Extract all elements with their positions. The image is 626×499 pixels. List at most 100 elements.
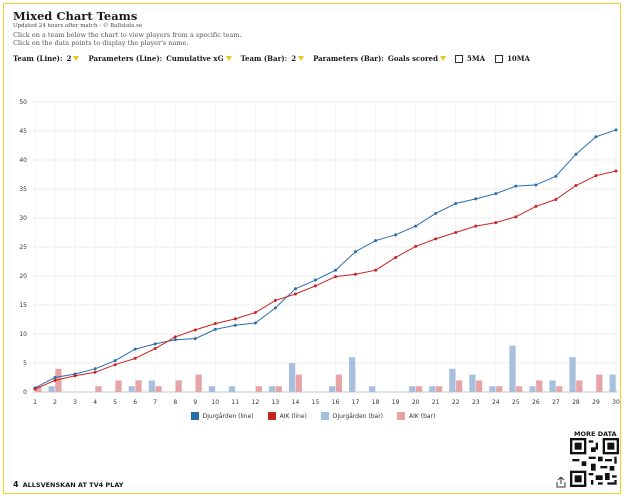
bar-aik [476,380,483,392]
bar-aik [496,386,503,392]
data-point-djurgarden[interactable] [334,268,338,272]
data-point-aik[interactable] [374,268,378,272]
data-point-djurgarden[interactable] [534,183,538,187]
team-bar-select[interactable]: Team (Bar): 2 [241,54,305,63]
dropdown-arrow-icon [225,56,232,61]
ma10-checkbox[interactable]: 10MA [495,54,530,63]
brand-link[interactable]: 4 ALLSVENSKAN AT TV4 PLAY [13,480,123,489]
legend-item-djurgarden-bar[interactable]: Djurgården (bar) [320,412,383,420]
dropdown-arrow-icon [73,56,80,61]
data-point-aik[interactable] [153,347,157,350]
legend-item-aik-bar[interactable]: AIK (bar) [397,412,435,420]
legend-item-aik-line[interactable]: AIK (line) [267,412,307,420]
data-point-aik[interactable] [414,244,418,248]
x-tick-label: 5 [113,399,117,406]
data-point-aik[interactable] [334,275,338,279]
data-point-djurgarden[interactable] [614,128,618,132]
data-point-aik[interactable] [394,255,398,259]
data-point-djurgarden[interactable] [454,202,458,205]
y-tick-label: 35 [19,186,27,193]
data-point-aik[interactable] [253,311,257,315]
data-point-djurgarden[interactable] [113,359,117,363]
data-point-aik[interactable] [554,197,558,201]
data-point-djurgarden[interactable] [374,239,378,243]
data-point-djurgarden[interactable] [273,306,277,310]
data-point-aik[interactable] [53,378,57,382]
bar-djurgarden [208,386,216,392]
data-point-djurgarden[interactable] [354,250,358,254]
update-note: Updated 24 hours after match - © Ballsta… [13,23,143,29]
data-point-aik[interactable] [434,237,438,241]
bar-djurgarden [529,386,536,392]
x-tick-label: 16 [332,399,340,406]
legend-swatch [267,412,276,420]
data-point-djurgarden[interactable] [293,287,297,291]
data-point-aik[interactable] [133,356,137,360]
data-point-djurgarden[interactable] [514,184,518,188]
data-point-djurgarden[interactable] [233,323,237,327]
data-point-djurgarden[interactable] [554,174,558,178]
x-tick-label: 13 [272,399,280,406]
bar-aik [536,380,543,392]
data-point-aik[interactable] [594,174,598,178]
data-point-djurgarden[interactable] [394,233,398,237]
data-point-djurgarden[interactable] [414,224,418,228]
x-tick-label: 12 [252,399,260,406]
data-point-djurgarden[interactable] [474,197,478,201]
data-point-aik[interactable] [33,387,37,391]
chart-frame [3,3,621,494]
x-tick-label: 2 [53,399,57,406]
legend-swatch [320,412,329,420]
data-point-aik[interactable] [534,204,538,208]
param-bar-select[interactable]: Parameters (Bar): Goals scored [313,54,446,63]
data-point-djurgarden[interactable] [173,338,177,342]
data-point-aik[interactable] [313,284,317,288]
data-point-aik[interactable] [454,231,458,234]
data-point-djurgarden[interactable] [93,367,97,371]
series-line-aik [34,170,617,390]
y-tick-label: 40 [19,157,27,164]
data-point-aik[interactable] [233,317,237,321]
data-point-djurgarden[interactable] [594,135,598,139]
data-point-aik[interactable] [614,169,618,173]
data-point-aik[interactable] [213,322,217,326]
data-point-aik[interactable] [273,298,277,302]
data-point-djurgarden[interactable] [53,376,57,379]
bar-djurgarden [228,386,236,392]
share-icon[interactable] [556,477,566,488]
legend-item-djurgarden-line[interactable]: Djurgården (line) [190,412,254,420]
bar-djurgarden [509,345,516,392]
qr-code-icon[interactable] [570,438,619,487]
data-point-djurgarden[interactable] [193,337,197,341]
data-point-aik[interactable] [193,328,197,332]
data-point-djurgarden[interactable] [253,321,257,325]
data-point-djurgarden[interactable] [153,342,157,346]
ma5-label: 5MA [467,54,486,63]
y-tick-label: 0 [23,389,27,396]
data-point-djurgarden[interactable] [213,327,217,331]
data-point-aik[interactable] [173,335,177,339]
param-line-select[interactable]: Parameters (Line): Cumulative xG [88,54,232,63]
data-point-djurgarden[interactable] [494,192,498,196]
bar-djurgarden [449,368,456,392]
data-point-djurgarden[interactable] [574,152,578,156]
data-point-djurgarden[interactable] [434,211,438,215]
data-point-aik[interactable] [354,272,358,276]
data-point-djurgarden[interactable] [313,278,317,282]
data-point-aik[interactable] [113,363,117,367]
data-point-aik[interactable] [574,184,578,188]
data-point-aik[interactable] [93,370,97,374]
ma5-checkbox[interactable]: 5MA [455,54,485,63]
param-line-label: Parameters (Line): [88,54,163,63]
data-point-aik[interactable] [514,215,518,219]
data-point-aik[interactable] [293,292,297,296]
team-line-select[interactable]: Team (Line): 2 [13,54,80,63]
x-tick-label: 17 [352,399,360,406]
bar-aik [435,386,443,392]
data-point-aik[interactable] [73,374,77,378]
x-tick-label: 23 [472,399,480,406]
data-point-djurgarden[interactable] [133,347,137,351]
data-point-aik[interactable] [474,224,478,228]
data-point-aik[interactable] [494,221,498,225]
